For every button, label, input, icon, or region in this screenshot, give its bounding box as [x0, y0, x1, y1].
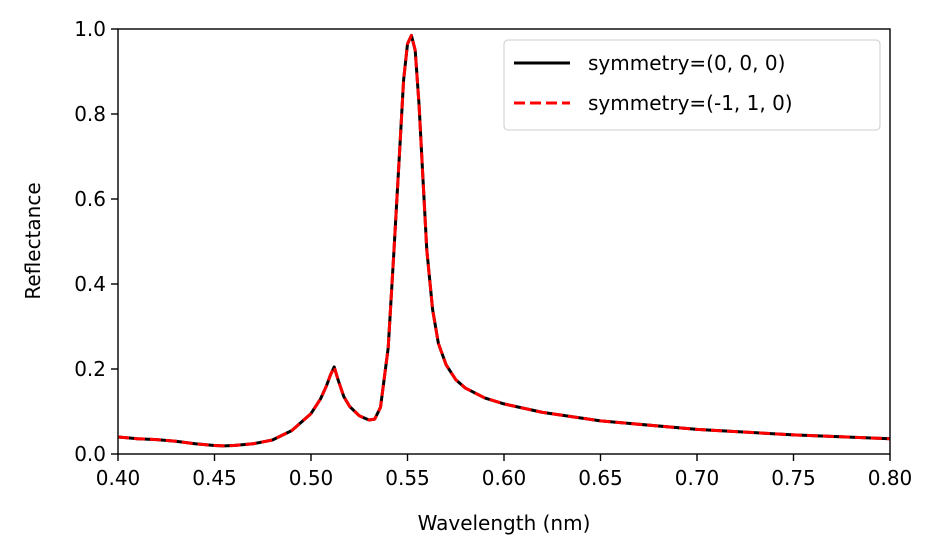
x-axis-title: Wavelength (nm) [418, 511, 591, 535]
y-axis-title: Reflectance [21, 182, 45, 299]
x-tick-label: 0.40 [96, 466, 141, 490]
plot-lines [117, 33, 891, 448]
y-tick-label: 0.2 [74, 357, 106, 381]
y-tick-label: 0.8 [74, 102, 106, 126]
x-tick-label: 0.75 [771, 466, 816, 490]
x-tick-label: 0.55 [385, 466, 430, 490]
series-line-symmetry-m110 [117, 33, 891, 448]
x-tick-label: 0.60 [482, 466, 527, 490]
x-tick-label: 0.45 [192, 466, 237, 490]
y-tick-label: 0.6 [74, 187, 106, 211]
legend-box [503, 39, 881, 131]
x-tick-label: 0.80 [868, 466, 913, 490]
x-tick-label: 0.70 [675, 466, 720, 490]
legend-label-symmetry-000: symmetry=(0, 0, 0) [588, 51, 785, 75]
x-axis: 0.40 0.45 0.50 0.55 0.60 0.65 0.70 0.75 0.80 [96, 454, 913, 490]
y-tick-label: 0.4 [74, 272, 106, 296]
legend: symmetry=(0, 0, 0) symmetry=(-1, 1, 0) [503, 39, 881, 131]
x-tick-label: 0.65 [578, 466, 623, 490]
y-tick-label: 0.0 [74, 442, 106, 466]
y-axis: 0.0 0.2 0.4 0.6 0.8 1.0 [74, 17, 118, 466]
y-tick-label: 1.0 [74, 17, 106, 41]
x-tick-label: 0.50 [289, 466, 334, 490]
legend-label-symmetry-m110: symmetry=(-1, 1, 0) [588, 91, 793, 115]
